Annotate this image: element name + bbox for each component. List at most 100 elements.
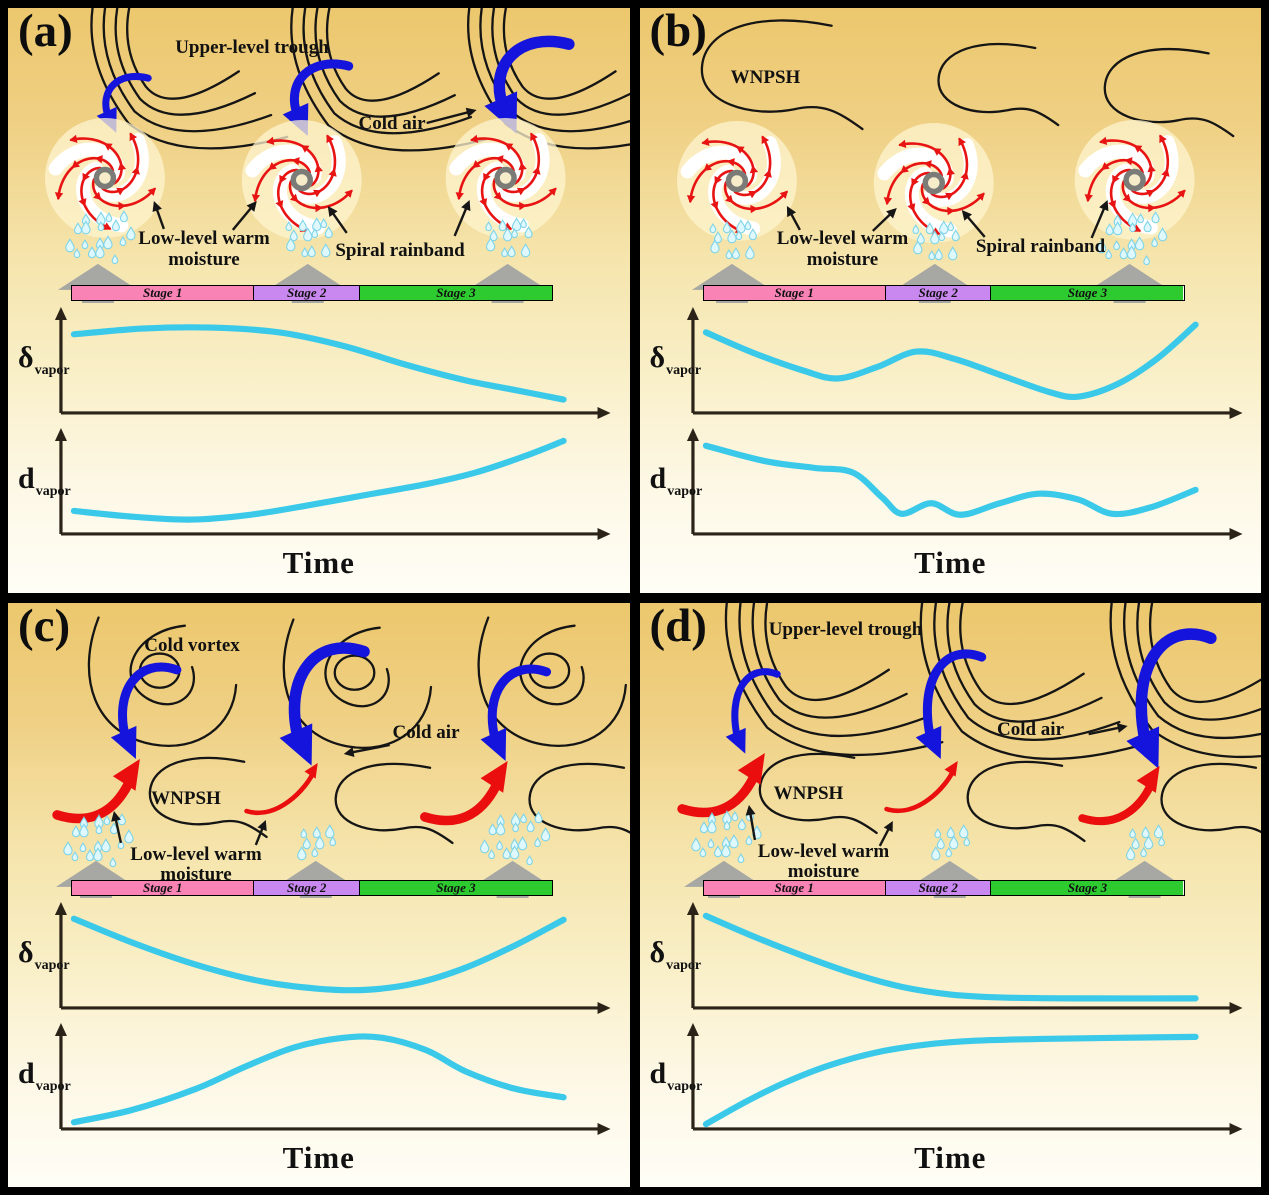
cold-air-arrow: [279, 641, 370, 766]
rain-drops: [1096, 211, 1167, 266]
upper-trough-contours: [290, 8, 489, 152]
d-vapor-axis-label: dvapor: [649, 1056, 703, 1094]
annotation-low-level-warm-moisture: Low-level warm moisture: [757, 840, 890, 883]
typhoon-symbol: [676, 121, 797, 241]
warm-moisture-arrow: [244, 762, 318, 815]
d-vapor-plot: [686, 428, 1243, 540]
annotation-spiral-rainband: Spiral rainband: [335, 240, 465, 261]
annotation-cold-vortex: Cold vortex: [144, 634, 240, 656]
wnpsh-contour: [334, 762, 454, 844]
stage-bar: Stage 1 Stage 2 Stage 3: [71, 879, 553, 896]
rain-drops: [63, 812, 134, 867]
delta-vapor-axis-label: δvapor: [649, 935, 702, 973]
panel-b-delta-vapor-chart: δvapor: [640, 303, 1262, 424]
upper-trough-contours: [1108, 602, 1261, 758]
stage-3-segment: Stage 3: [991, 286, 1184, 300]
panel-b-d-vapor-chart: dvapor: [640, 424, 1262, 545]
updraft-arrow: [57, 263, 138, 303]
annotation-arrow: [327, 205, 348, 234]
annotation-arrow: [111, 810, 123, 843]
annotation-low-level-warm-moisture: Low-level warm moisture: [138, 228, 270, 270]
rain-drops: [911, 220, 960, 261]
wnpsh-contour: [1103, 48, 1234, 138]
panel-a: (a) Upper-level trough Cold air Low-leve…: [8, 8, 630, 593]
annotation-arrow: [152, 200, 166, 230]
updraft-arrow: [691, 263, 772, 303]
annotation-wnpsh: WNPSH: [151, 787, 221, 809]
delta-vapor-axis-label: δvapor: [18, 341, 70, 378]
annotation-arrow: [453, 199, 471, 237]
rain-drops: [709, 219, 757, 260]
rain-drops: [930, 823, 970, 860]
time-axis-label: Time: [914, 545, 987, 580]
panel-a-scene-drawing: [44, 8, 630, 303]
wnpsh-contour: [700, 19, 864, 131]
typhoon-symbol: [445, 118, 566, 238]
d-vapor-plot: [686, 1022, 1243, 1135]
warm-moisture-arrow: [883, 760, 958, 813]
rain-drops: [479, 810, 551, 865]
delta-vapor-plot: [686, 901, 1243, 1014]
panel-b: (b) WNPSH Low-level warm moisture Spiral…: [639, 8, 1262, 593]
annotation-upper-level-trough: Upper-level trough: [175, 37, 329, 58]
panel-d-scene-drawing: [676, 602, 1261, 898]
d-vapor-plot: [54, 1022, 611, 1135]
d-vapor-axis-label: dvapor: [18, 1056, 71, 1094]
upper-trough-contours: [919, 602, 1138, 760]
wnpsh-contour: [758, 752, 878, 834]
cold-air-arrow: [725, 667, 781, 754]
stage-bar: Stage 1 Stage 2 Stage 3: [71, 285, 553, 301]
typhoon-symbol: [44, 118, 165, 238]
panel-d-delta-vapor-chart: δvapor: [640, 898, 1262, 1019]
annotation-arrow: [426, 107, 477, 125]
updraft-arrow: [55, 860, 136, 898]
updraft-arrow: [467, 263, 548, 303]
annotation-upper-level-trough: Upper-level trough: [768, 618, 923, 640]
panel-b-label: (b): [649, 8, 707, 57]
delta-vapor-plot: [54, 901, 611, 1014]
updraft-arrow: [1104, 860, 1185, 898]
cold-air-arrow: [480, 664, 552, 761]
updraft-arrow: [472, 860, 553, 898]
stage-2-segment: Stage 2: [254, 286, 360, 300]
warm-moisture-arrow: [420, 760, 508, 825]
panel-a-schematic: (a) Upper-level trough Cold air Low-leve…: [8, 8, 630, 303]
updraft-arrow: [894, 263, 975, 303]
panel-c-schematic: (c) Cold vortex Cold air WNPSH Low-level…: [8, 603, 630, 898]
panel-c: (c) Cold vortex Cold air WNPSH Low-level…: [8, 602, 630, 1187]
panel-a-label: (a): [18, 8, 73, 57]
wnpsh-contour: [1159, 762, 1261, 833]
warm-moisture-arrow: [1077, 765, 1160, 825]
stage-2-segment: Stage 2: [885, 880, 992, 895]
annotation-arrow: [1090, 199, 1108, 239]
annotation-arrow: [254, 819, 267, 845]
annotation-wnpsh: WNPSH: [773, 782, 844, 804]
annotation-arrow: [343, 743, 390, 757]
wnpsh-contour: [966, 760, 1086, 842]
panel-d-label: (d): [649, 602, 707, 652]
annotation-arrow: [745, 804, 756, 840]
stage-1-segment: Stage 1: [72, 880, 255, 895]
annotation-arrow: [231, 200, 257, 231]
stage-3-segment: Stage 3: [359, 880, 552, 895]
updraft-arrow: [275, 860, 356, 898]
panel-c-delta-vapor-chart: δvapor: [8, 898, 630, 1019]
cold-air-arrow: [1125, 627, 1217, 769]
annotation-arrow: [786, 205, 801, 231]
panel-d-schematic: (d) Upper-level trough Cold air WNPSH Lo…: [640, 602, 1261, 898]
time-axis-label: Time: [914, 1139, 987, 1175]
annotation-spiral-rainband: Spiral rainband: [975, 236, 1106, 257]
annotation-cold-air: Cold air: [392, 721, 460, 743]
time-axis-label: Time: [282, 545, 355, 580]
upper-trough-contours: [724, 602, 943, 756]
annotation-arrow: [1087, 722, 1128, 735]
annotation-cold-air: Cold air: [358, 113, 426, 134]
stage-bar: Stage 1 Stage 2 Stage 3: [702, 879, 1185, 896]
delta-vapor-plot: [54, 307, 611, 419]
updraft-arrow: [683, 860, 764, 898]
panel-d-d-vapor-chart: dvapor: [640, 1019, 1262, 1140]
rain-drops: [297, 823, 337, 860]
delta-vapor-axis-label: δvapor: [649, 341, 702, 378]
wnpsh-contour: [936, 42, 1059, 127]
warm-moisture-arrow: [52, 758, 140, 823]
